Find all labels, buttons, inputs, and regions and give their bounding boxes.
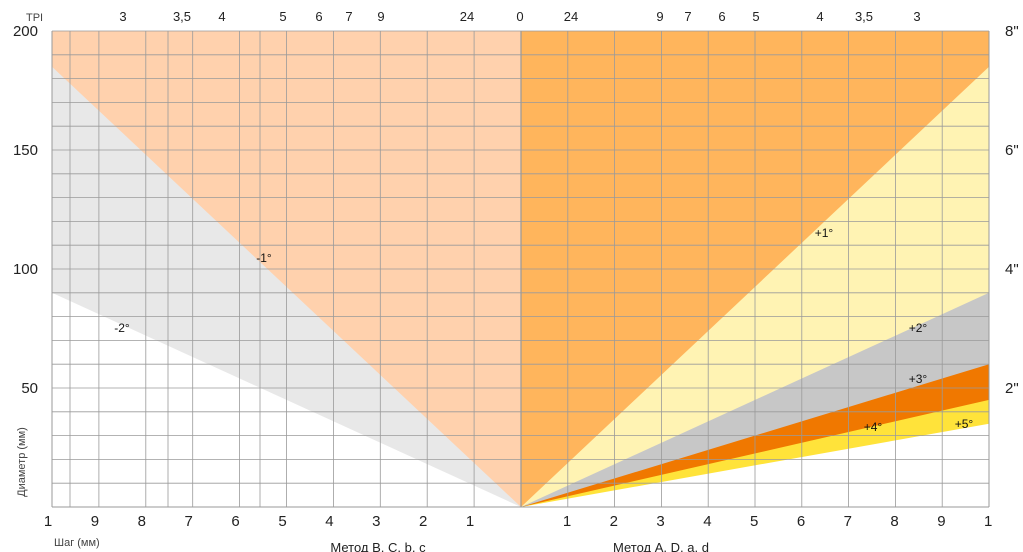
angle-label: +1° xyxy=(815,226,834,240)
inch-tick-label: 4" xyxy=(1005,261,1019,278)
y-tick-label: 150 xyxy=(13,142,38,159)
y-axis-title: Диаметр (мм) xyxy=(16,427,28,497)
inch-tick-label: 2" xyxy=(1005,380,1019,397)
tpi-tick-label: 9 xyxy=(377,9,384,24)
angle-label: +4° xyxy=(864,420,883,434)
pitch-tick-label: 4 xyxy=(703,513,711,530)
pitch-tick-label: 2 xyxy=(610,513,618,530)
angle-label: -2° xyxy=(114,321,130,335)
angle-label: +5° xyxy=(955,417,974,431)
chart-grid xyxy=(51,30,990,508)
inch-tick-label: 8" xyxy=(1005,23,1019,40)
tpi-tick-label: 3,5 xyxy=(173,9,191,24)
pitch-tick-label: 3 xyxy=(656,513,664,530)
inch-tick-label: 6" xyxy=(1005,142,1019,159)
y-tick-label: 50 xyxy=(21,380,38,397)
tpi-tick-label: 7 xyxy=(345,9,352,24)
angle-label: -1° xyxy=(256,251,272,265)
pitch-tick-label: 5 xyxy=(750,513,758,530)
pitch-tick-label: 4 xyxy=(325,513,333,530)
pitch-tick-label: 1 xyxy=(984,513,992,530)
tpi-tick-label: 3 xyxy=(119,9,126,24)
pitch-tick-label: 9 xyxy=(91,513,99,530)
method-left-label: Метод B, C, b, c xyxy=(330,540,426,552)
pitch-tick-label: 8 xyxy=(138,513,146,530)
tpi-label: TPI xyxy=(26,12,43,24)
tpi-tick-label: 24 xyxy=(460,9,474,24)
tpi-tick-label: 9 xyxy=(656,9,663,24)
pitch-tick-label: 1 xyxy=(563,513,571,530)
tpi-tick-label: 3,5 xyxy=(855,9,873,24)
tpi-tick-label: 6 xyxy=(315,9,322,24)
pitch-tick-label: 1 xyxy=(466,513,474,530)
tpi-tick-label: 5 xyxy=(752,9,759,24)
pitch-tick-label: 2 xyxy=(419,513,427,530)
tpi-tick-label: 24 xyxy=(564,9,578,24)
pitch-tick-label: 3 xyxy=(372,513,380,530)
pitch-tick-label: 6 xyxy=(231,513,239,530)
angle-label: +2° xyxy=(909,321,928,335)
tpi-tick-label: 4 xyxy=(218,9,225,24)
pitch-tick-label: 7 xyxy=(844,513,852,530)
y-tick-label: 100 xyxy=(13,261,38,278)
tpi-tick-label: 3 xyxy=(913,9,920,24)
y-tick-label: 200 xyxy=(13,23,38,40)
pitch-tick-label: 5 xyxy=(278,513,286,530)
pitch-tick-label: 8 xyxy=(890,513,898,530)
pitch-tick-label: 7 xyxy=(185,513,193,530)
pitch-tick-label: 9 xyxy=(937,513,945,530)
angle-label: +3° xyxy=(909,372,928,386)
tpi-tick-label: 5 xyxy=(279,9,286,24)
pitch-tick-label: 1 xyxy=(44,513,52,530)
tpi-tick-label: 7 xyxy=(684,9,691,24)
pitch-tick-label: 6 xyxy=(797,513,805,530)
tpi-tick-label: 6 xyxy=(718,9,725,24)
pitch-axis-title: Шаг (мм) xyxy=(54,537,100,549)
tpi-center-label: 0 xyxy=(516,9,523,24)
tpi-tick-label: 4 xyxy=(816,9,823,24)
method-right-label: Метод A, D, a, d xyxy=(613,540,709,552)
